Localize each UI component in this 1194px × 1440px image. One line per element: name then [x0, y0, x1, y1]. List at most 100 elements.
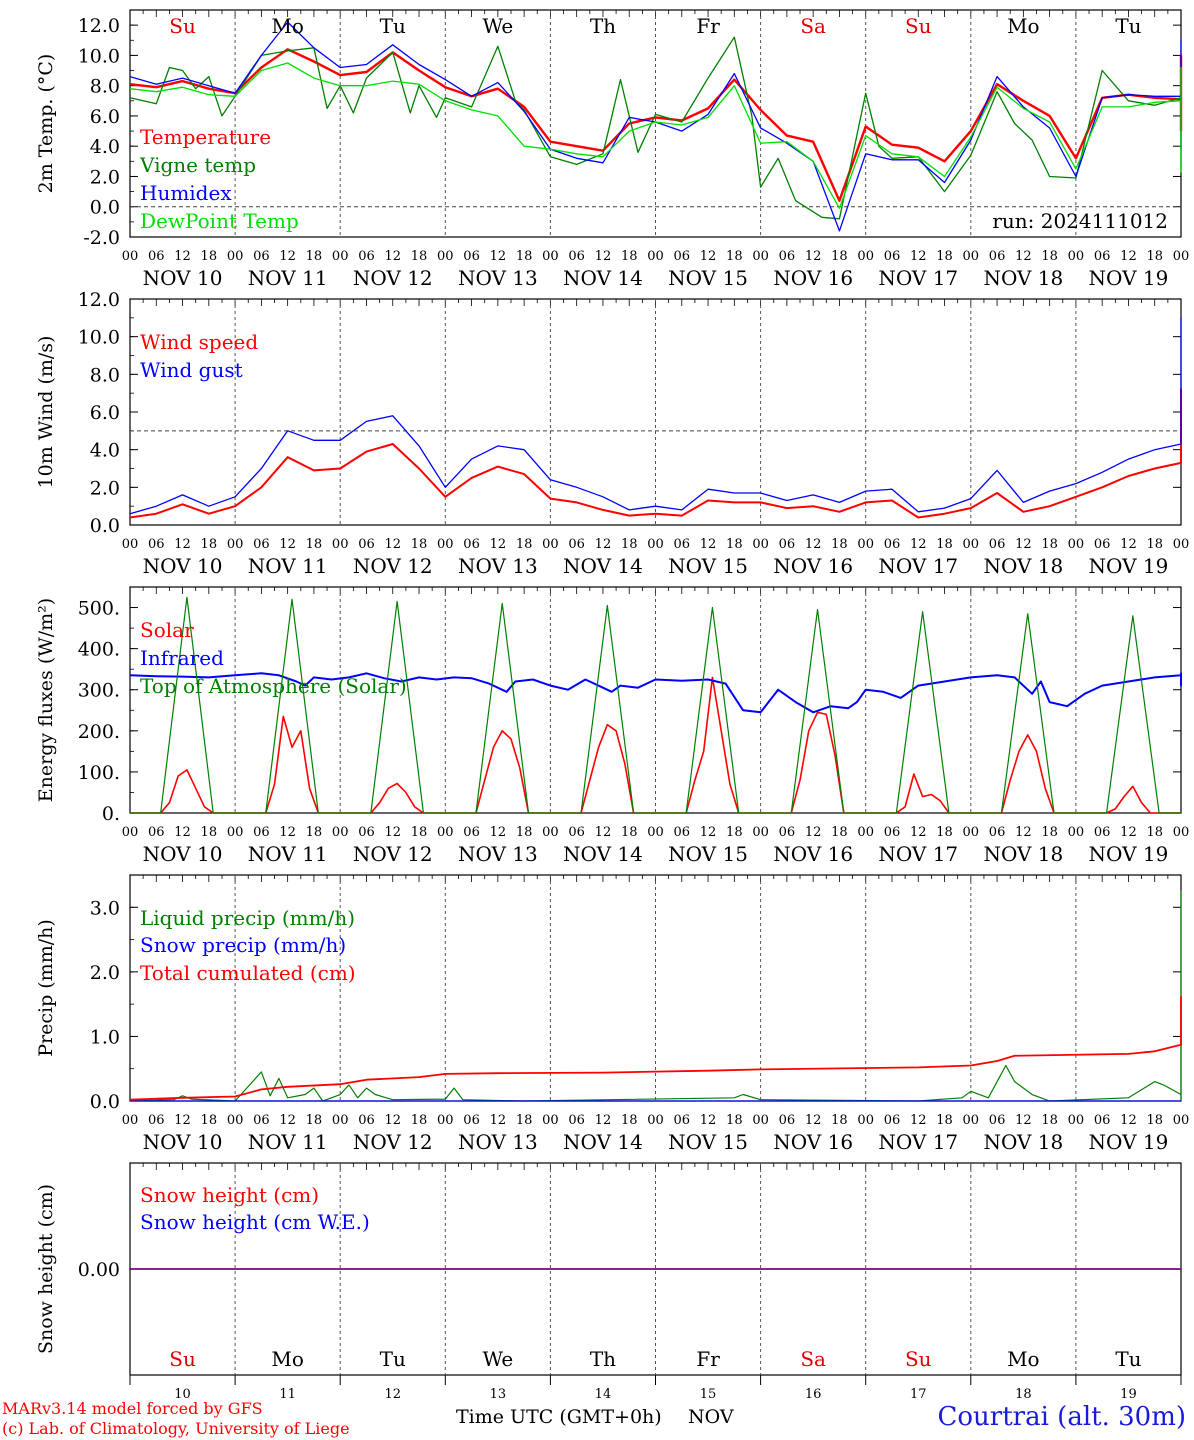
hour-tick-label: 18 [411, 825, 428, 840]
day-label: NOV 14 [563, 266, 643, 290]
hour-tick-label: 06 [779, 1113, 796, 1128]
hour-tick-label: 00 [752, 1113, 769, 1128]
hour-tick-label: 06 [463, 249, 480, 264]
hour-tick-label: 18 [306, 537, 323, 552]
hour-tick-label: 18 [516, 249, 533, 264]
hour-tick-label: 06 [674, 1113, 691, 1128]
hour-tick-label: 18 [831, 249, 848, 264]
hour-tick-label: 00 [1173, 249, 1190, 264]
hour-tick-label: 06 [568, 249, 585, 264]
hour-tick-label: 12 [279, 249, 296, 264]
hour-tick-label: 00 [227, 825, 244, 840]
weekday-label-top: Su [169, 14, 196, 38]
hour-tick-label: 00 [332, 537, 349, 552]
hour-tick-label: 00 [1068, 537, 1085, 552]
hour-tick-label: 12 [1120, 825, 1137, 840]
y-axis-label: Precip (mm/h) [35, 919, 57, 1057]
day-label: NOV 12 [353, 842, 433, 866]
hour-tick-label: 00 [437, 1113, 454, 1128]
legend-entry: DewPoint Temp [140, 209, 299, 233]
hour-tick-label: 12 [805, 1113, 822, 1128]
day-label: NOV 16 [773, 554, 853, 578]
day-label: NOV 15 [668, 554, 748, 578]
hour-tick-label: 18 [936, 825, 953, 840]
hour-tick-label: 18 [936, 249, 953, 264]
day-number-label: 18 [1015, 1387, 1032, 1402]
hour-tick-label: 18 [1146, 249, 1163, 264]
hour-tick-label: 00 [227, 249, 244, 264]
weekday-label-top: Fr [696, 14, 720, 38]
hour-tick-label: 06 [1094, 825, 1111, 840]
day-label: NOV 11 [248, 1130, 328, 1154]
weekday-label-top: Tu [380, 14, 406, 38]
weekday-label-top: We [482, 14, 513, 38]
hour-tick-label: 00 [542, 825, 559, 840]
y-tick-label: 0.0 [90, 1091, 120, 1113]
day-number-label: 16 [805, 1387, 822, 1402]
weekday-label-bottom: Fr [696, 1347, 720, 1371]
day-label: NOV 15 [668, 266, 748, 290]
hour-tick-label: 00 [542, 249, 559, 264]
hour-tick-label: 12 [700, 537, 717, 552]
series-line [129, 388, 1182, 519]
weekday-label-top: Mo [1007, 14, 1040, 38]
hour-tick-label: 00 [752, 825, 769, 840]
y-tick-label: 100. [78, 762, 120, 784]
y-tick-label: 2.0 [90, 962, 120, 984]
y-axis-label: 2m Temp. (°C) [35, 54, 57, 194]
series-line [130, 596, 1181, 814]
day-label: NOV 10 [143, 266, 223, 290]
day-label: NOV 15 [668, 1130, 748, 1154]
hour-tick-label: 06 [253, 249, 270, 264]
time-axis-label: Time UTC (GMT+0h) [456, 1406, 662, 1428]
weekday-label-bottom: Tu [380, 1347, 406, 1371]
hour-tick-label: 00 [857, 825, 874, 840]
hour-tick-label: 18 [621, 1113, 638, 1128]
hour-tick-label: 06 [989, 249, 1006, 264]
hour-tick-label: 00 [227, 537, 244, 552]
day-number-label: 13 [490, 1387, 507, 1402]
hour-tick-label: 06 [253, 537, 270, 552]
hour-tick-label: 18 [1146, 825, 1163, 840]
legend-entry: Top of Atmosphere (Solar) [140, 674, 407, 698]
hour-tick-label: 00 [1068, 825, 1085, 840]
hour-tick-label: 06 [148, 1113, 165, 1128]
day-label: NOV 19 [1089, 1130, 1169, 1154]
model-credit: MARv3.14 model forced by GFS [2, 1399, 263, 1418]
legend-entry: Snow height (cm) [140, 1183, 319, 1207]
hour-tick-label: 18 [516, 1113, 533, 1128]
series-group [129, 317, 1182, 519]
hour-tick-label: 18 [201, 1113, 218, 1128]
y-tick-label: 400. [78, 639, 120, 661]
hour-tick-label: 00 [1173, 825, 1190, 840]
hour-tick-label: 00 [1173, 537, 1190, 552]
hour-tick-label: 18 [1146, 537, 1163, 552]
hour-tick-label: 00 [963, 825, 980, 840]
hour-tick-label: 00 [122, 1113, 139, 1128]
hour-tick-label: 18 [1146, 1113, 1163, 1128]
hour-tick-label: 00 [437, 537, 454, 552]
legend-entry: Liquid precip (mm/h) [140, 906, 355, 930]
y-tick-label: 2.0 [90, 477, 120, 499]
y-tick-label: 0. [102, 803, 120, 825]
hour-tick-label: 12 [279, 537, 296, 552]
hour-tick-label: 00 [437, 249, 454, 264]
hour-tick-label: 12 [279, 825, 296, 840]
hour-tick-label: 18 [936, 1113, 953, 1128]
hour-tick-label: 18 [621, 249, 638, 264]
hour-tick-label: 18 [621, 825, 638, 840]
day-label: NOV 14 [563, 1130, 643, 1154]
hour-tick-label: 12 [595, 825, 612, 840]
hour-tick-label: 12 [1015, 1113, 1032, 1128]
y-axis-label: 10m Wind (m/s) [35, 336, 57, 489]
series-group [129, 890, 1182, 1102]
hour-tick-label: 00 [122, 249, 139, 264]
hour-tick-label: 00 [647, 1113, 664, 1128]
hour-tick-label: 06 [884, 825, 901, 840]
hour-tick-label: 18 [201, 825, 218, 840]
hour-tick-label: 00 [647, 537, 664, 552]
hour-tick-label: 06 [674, 825, 691, 840]
hour-tick-label: 00 [332, 1113, 349, 1128]
hour-tick-label: 12 [490, 249, 507, 264]
y-axis-label: Energy fluxes (W/m²) [35, 598, 57, 802]
